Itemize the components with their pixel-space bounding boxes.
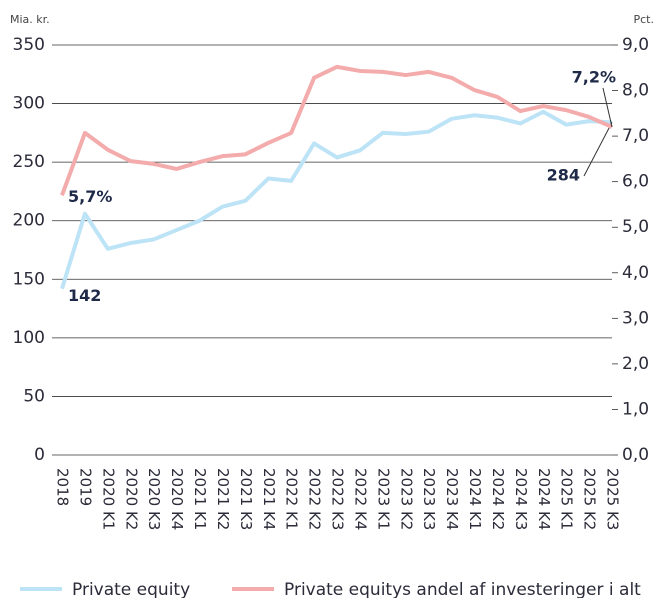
y-tick-label: 200 [13,211,45,231]
x-tick-label: 2021 K4 [260,468,278,530]
legend-label: Private equity [72,580,190,598]
x-tick-label: 2023 K2 [397,468,415,530]
y-axis-title: Mia. kr. [10,13,50,26]
y-tick-label: 250 [13,152,45,172]
y-tick-label: 300 [13,94,45,114]
x-tick-label: 2023 K1 [374,468,392,530]
x-tick-label: 2019 [76,468,94,506]
x-tick-label: 2024 K2 [489,468,507,530]
y2-tick-label: 7,0 [622,126,649,146]
x-tick-label: 2020 K4 [168,468,186,530]
line-series [60,109,613,290]
x-tick-label: 2024 K4 [535,468,553,530]
y2-tick-label: 4,0 [622,263,649,283]
y2-tick-label: 8,0 [622,81,649,101]
x-tick-label: 2024 K3 [512,468,530,530]
y2-tick-label: 0,0 [622,445,649,465]
y2-axis-title: Pct. [634,13,655,26]
leader-line [583,122,613,177]
x-tick-label: 2025 K2 [581,468,599,530]
x-tick-label: 2020 K1 [99,468,117,530]
y2-tick-label: 6,0 [622,172,649,192]
y2-tick-label: 1,0 [622,399,649,419]
x-tick-label: 2021 K1 [191,468,209,530]
x-tick-label: 2020 K2 [122,468,140,530]
y2-tick-label: 3,0 [622,308,649,328]
y-tick-label: 50 [23,386,45,406]
x-tick-label: 2020 K3 [145,468,163,530]
x-tick-label: 2021 K2 [214,468,232,530]
x-tick-label: 2023 K4 [443,468,461,530]
data-label: 7,2% [572,68,616,87]
x-tick-label: 2022 K3 [329,468,347,530]
legend-label: Private equitys andel af investeringer i… [284,580,641,598]
data-label: 142 [68,286,101,305]
line-series [60,64,613,197]
x-tick-label: 2022 K1 [283,468,301,530]
data-label: 284 [547,166,580,185]
x-tick-label: 2023 K3 [420,468,438,530]
y-tick-label: 0 [34,445,45,465]
x-tick-label: 2022 K4 [351,468,369,530]
y2-tick-label: 2,0 [622,354,649,374]
data-label: 5,7% [68,187,112,206]
y2-tick-label: 9,0 [622,35,649,55]
x-tick-label: 2018 [54,468,72,506]
x-tick-label: 2025 K1 [558,468,576,530]
x-tick-label: 2021 K3 [237,468,255,530]
x-tick-label: 2022 K2 [306,468,324,530]
y-tick-label: 150 [13,269,45,289]
leader-line [602,87,613,128]
x-tick-label: 2025 K3 [604,468,622,530]
x-tick-label: 2024 K1 [466,468,484,530]
y-tick-label: 350 [13,35,45,55]
y2-tick-label: 5,0 [622,217,649,237]
y-tick-label: 100 [13,328,45,348]
